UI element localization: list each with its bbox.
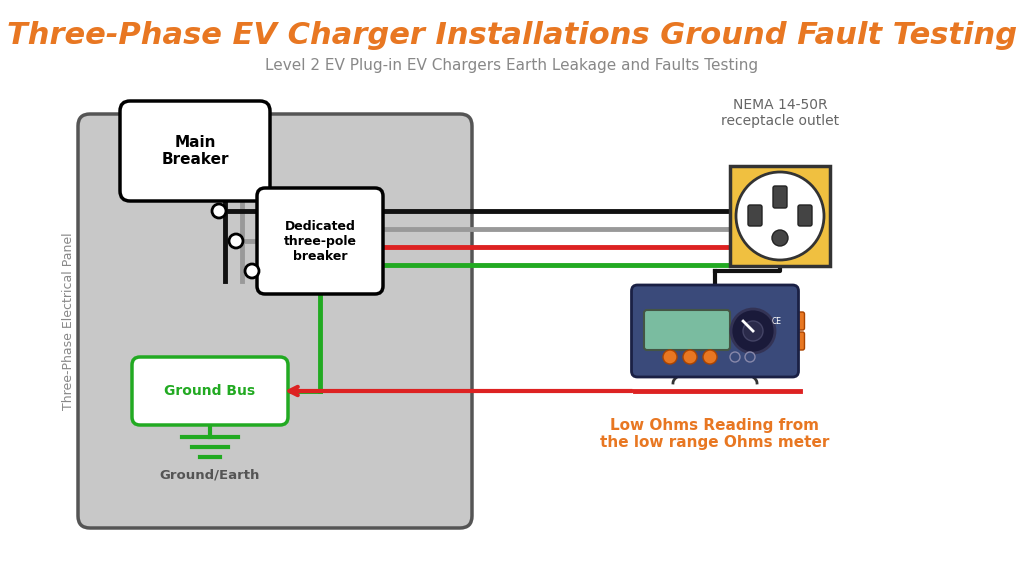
Circle shape [772, 230, 788, 246]
Circle shape [703, 350, 717, 364]
FancyBboxPatch shape [632, 285, 799, 377]
Text: Ground/Earth: Ground/Earth [160, 469, 260, 482]
Text: NEMA 14-50R
receptacle outlet: NEMA 14-50R receptacle outlet [721, 98, 839, 128]
FancyBboxPatch shape [748, 205, 762, 226]
Circle shape [229, 234, 243, 248]
Circle shape [663, 350, 677, 364]
FancyBboxPatch shape [132, 357, 288, 425]
Circle shape [212, 204, 226, 218]
Circle shape [736, 172, 824, 260]
Text: Main
Breaker: Main Breaker [161, 135, 228, 167]
FancyBboxPatch shape [257, 188, 383, 294]
FancyBboxPatch shape [791, 312, 805, 330]
Circle shape [743, 321, 763, 341]
Circle shape [683, 350, 697, 364]
FancyBboxPatch shape [773, 186, 787, 208]
FancyBboxPatch shape [120, 101, 270, 201]
Text: Dedicated
three-pole
breaker: Dedicated three-pole breaker [284, 219, 356, 263]
Circle shape [245, 264, 259, 278]
Text: Ground Bus: Ground Bus [165, 384, 256, 398]
FancyBboxPatch shape [730, 166, 830, 266]
Text: Low Ohms Reading from
the low range Ohms meter: Low Ohms Reading from the low range Ohms… [600, 418, 829, 450]
FancyBboxPatch shape [644, 310, 730, 350]
Text: Three-Phase Electrical Panel: Three-Phase Electrical Panel [61, 232, 75, 410]
Circle shape [730, 352, 740, 362]
FancyBboxPatch shape [798, 205, 812, 226]
Text: Three-Phase EV Charger Installations Ground Fault Testing: Three-Phase EV Charger Installations Gro… [7, 21, 1017, 50]
Text: Level 2 EV Plug-in EV Chargers Earth Leakage and Faults Testing: Level 2 EV Plug-in EV Chargers Earth Lea… [265, 58, 759, 73]
FancyBboxPatch shape [78, 114, 472, 528]
Circle shape [731, 309, 775, 353]
FancyBboxPatch shape [791, 332, 805, 350]
Text: CE: CE [772, 316, 782, 325]
Circle shape [745, 352, 755, 362]
